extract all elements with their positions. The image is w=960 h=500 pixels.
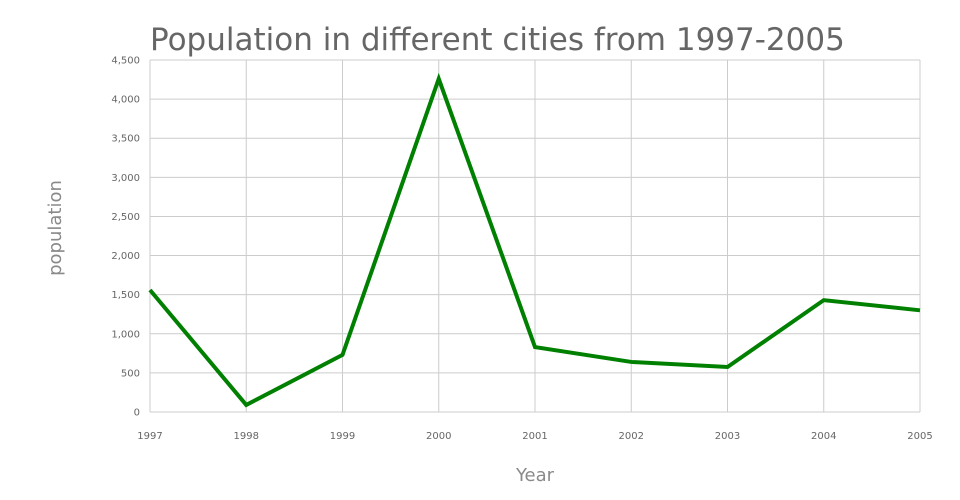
x-tick-label: 2000: [426, 431, 451, 442]
y-tick-label: 0: [134, 408, 140, 419]
y-tick-label: 3,000: [111, 173, 140, 184]
grid-layer: [149, 59, 921, 413]
x-axis-title: Year: [515, 465, 555, 486]
x-tick-label: 2003: [715, 431, 740, 442]
x-tick-label: 1999: [330, 431, 355, 442]
x-tick-label: 1997: [137, 431, 162, 442]
x-tick-label: 2002: [619, 431, 644, 442]
x-axis-ticks: 1997 1998 1999 2000 2001 2002 2003 2004 2005: [137, 431, 932, 442]
y-tick-label: 1,500: [111, 290, 140, 301]
y-tick-label: 4,500: [111, 56, 140, 67]
series-layer: [148, 72, 921, 408]
y-axis-ticks: 0 500 1,000 1,500 2,000 2,500 3,000 3,500 4,000 4…: [111, 56, 140, 419]
x-tick-label: 2005: [907, 431, 932, 442]
x-tick-label: 2001: [522, 431, 547, 442]
series-line: [148, 72, 921, 408]
y-tick-label: 1,000: [111, 329, 140, 340]
x-tick-label: 2004: [811, 431, 836, 442]
y-axis-title: population: [45, 180, 66, 276]
y-tick-label: 3,500: [111, 134, 140, 145]
x-tick-label: 1998: [234, 431, 259, 442]
y-tick-label: 500: [121, 368, 140, 379]
y-tick-label: 4,000: [111, 95, 140, 106]
chart-title: Population in different cities from 1997…: [150, 22, 845, 58]
y-tick-label: 2,000: [111, 251, 140, 262]
y-tick-label: 2,500: [111, 212, 140, 223]
